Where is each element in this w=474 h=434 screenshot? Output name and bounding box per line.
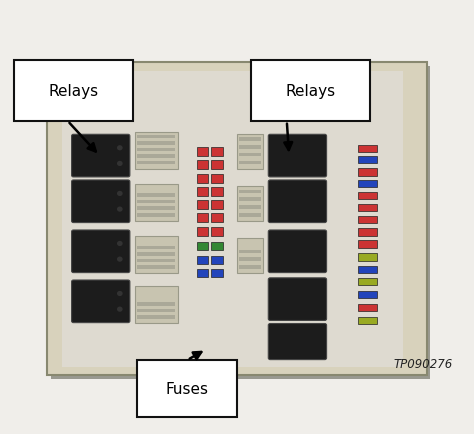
Bar [137,302,175,306]
Bar [197,228,209,237]
Circle shape [117,307,123,312]
Bar [137,207,175,210]
Bar [137,214,175,217]
Bar [135,237,178,273]
Bar [239,190,261,194]
Bar [137,148,175,152]
Bar [14,61,133,122]
Text: Relays: Relays [48,84,99,99]
Bar [237,239,263,273]
Circle shape [117,146,123,151]
Bar [358,192,377,200]
Circle shape [117,291,123,296]
Circle shape [117,191,123,197]
Bar [270,61,296,78]
Bar [239,266,261,269]
Bar [358,145,377,153]
Bar [358,180,377,187]
FancyBboxPatch shape [268,181,327,223]
Circle shape [117,257,123,262]
Bar [197,161,209,169]
Bar [239,161,261,165]
Bar [239,138,261,141]
Circle shape [117,207,123,212]
Bar [137,360,237,417]
Bar [197,174,209,183]
Bar [62,72,403,367]
Bar [197,256,209,265]
Bar [137,259,175,263]
FancyBboxPatch shape [72,135,130,178]
FancyBboxPatch shape [72,280,130,323]
Bar [237,187,263,221]
Circle shape [328,66,336,73]
Bar [135,286,178,323]
Bar [358,291,377,299]
Bar [211,201,223,209]
Bar [358,254,377,261]
Bar [197,214,209,222]
Bar [197,269,209,278]
Bar [197,242,209,251]
Bar [211,187,223,196]
Bar [239,258,261,261]
Bar [197,148,209,156]
Bar [239,146,261,149]
FancyBboxPatch shape [72,181,130,223]
Bar [358,217,377,224]
Bar [137,135,175,139]
FancyBboxPatch shape [268,278,327,321]
Bar [358,304,377,312]
Bar [137,246,175,250]
Bar [358,229,377,236]
FancyBboxPatch shape [72,230,130,273]
FancyBboxPatch shape [268,230,327,273]
Text: TP090276: TP090276 [393,357,453,370]
Bar [137,316,175,319]
Bar [137,142,175,145]
Bar [211,256,223,265]
Text: Fuses: Fuses [166,381,209,396]
Bar [47,63,427,375]
Bar [211,228,223,237]
Bar [135,132,178,169]
Bar [197,201,209,209]
Bar [358,169,377,176]
Bar [137,253,175,256]
Bar [358,266,377,273]
Bar [135,184,178,221]
Bar [358,241,377,248]
Bar [211,148,223,156]
Bar [239,214,261,217]
Bar [237,135,263,169]
Text: Relays: Relays [285,84,336,99]
Circle shape [117,241,123,247]
Bar [211,242,223,251]
Bar [239,250,261,253]
Bar [239,206,261,209]
Bar [137,194,175,197]
Bar [197,187,209,196]
Bar [137,161,175,165]
Circle shape [117,161,123,167]
Bar [251,61,370,122]
Bar [137,309,175,312]
Bar [211,269,223,278]
Bar [137,155,175,158]
Circle shape [319,66,326,73]
Bar [137,201,175,204]
Bar [137,266,175,269]
Bar [51,66,430,379]
FancyBboxPatch shape [268,324,327,360]
Bar [211,174,223,183]
Bar [211,214,223,222]
Bar [358,278,377,286]
Bar [358,317,377,325]
FancyBboxPatch shape [268,135,327,178]
Bar [211,161,223,169]
Bar [358,204,377,212]
Bar [239,154,261,157]
Bar [239,198,261,201]
Bar [358,157,377,164]
